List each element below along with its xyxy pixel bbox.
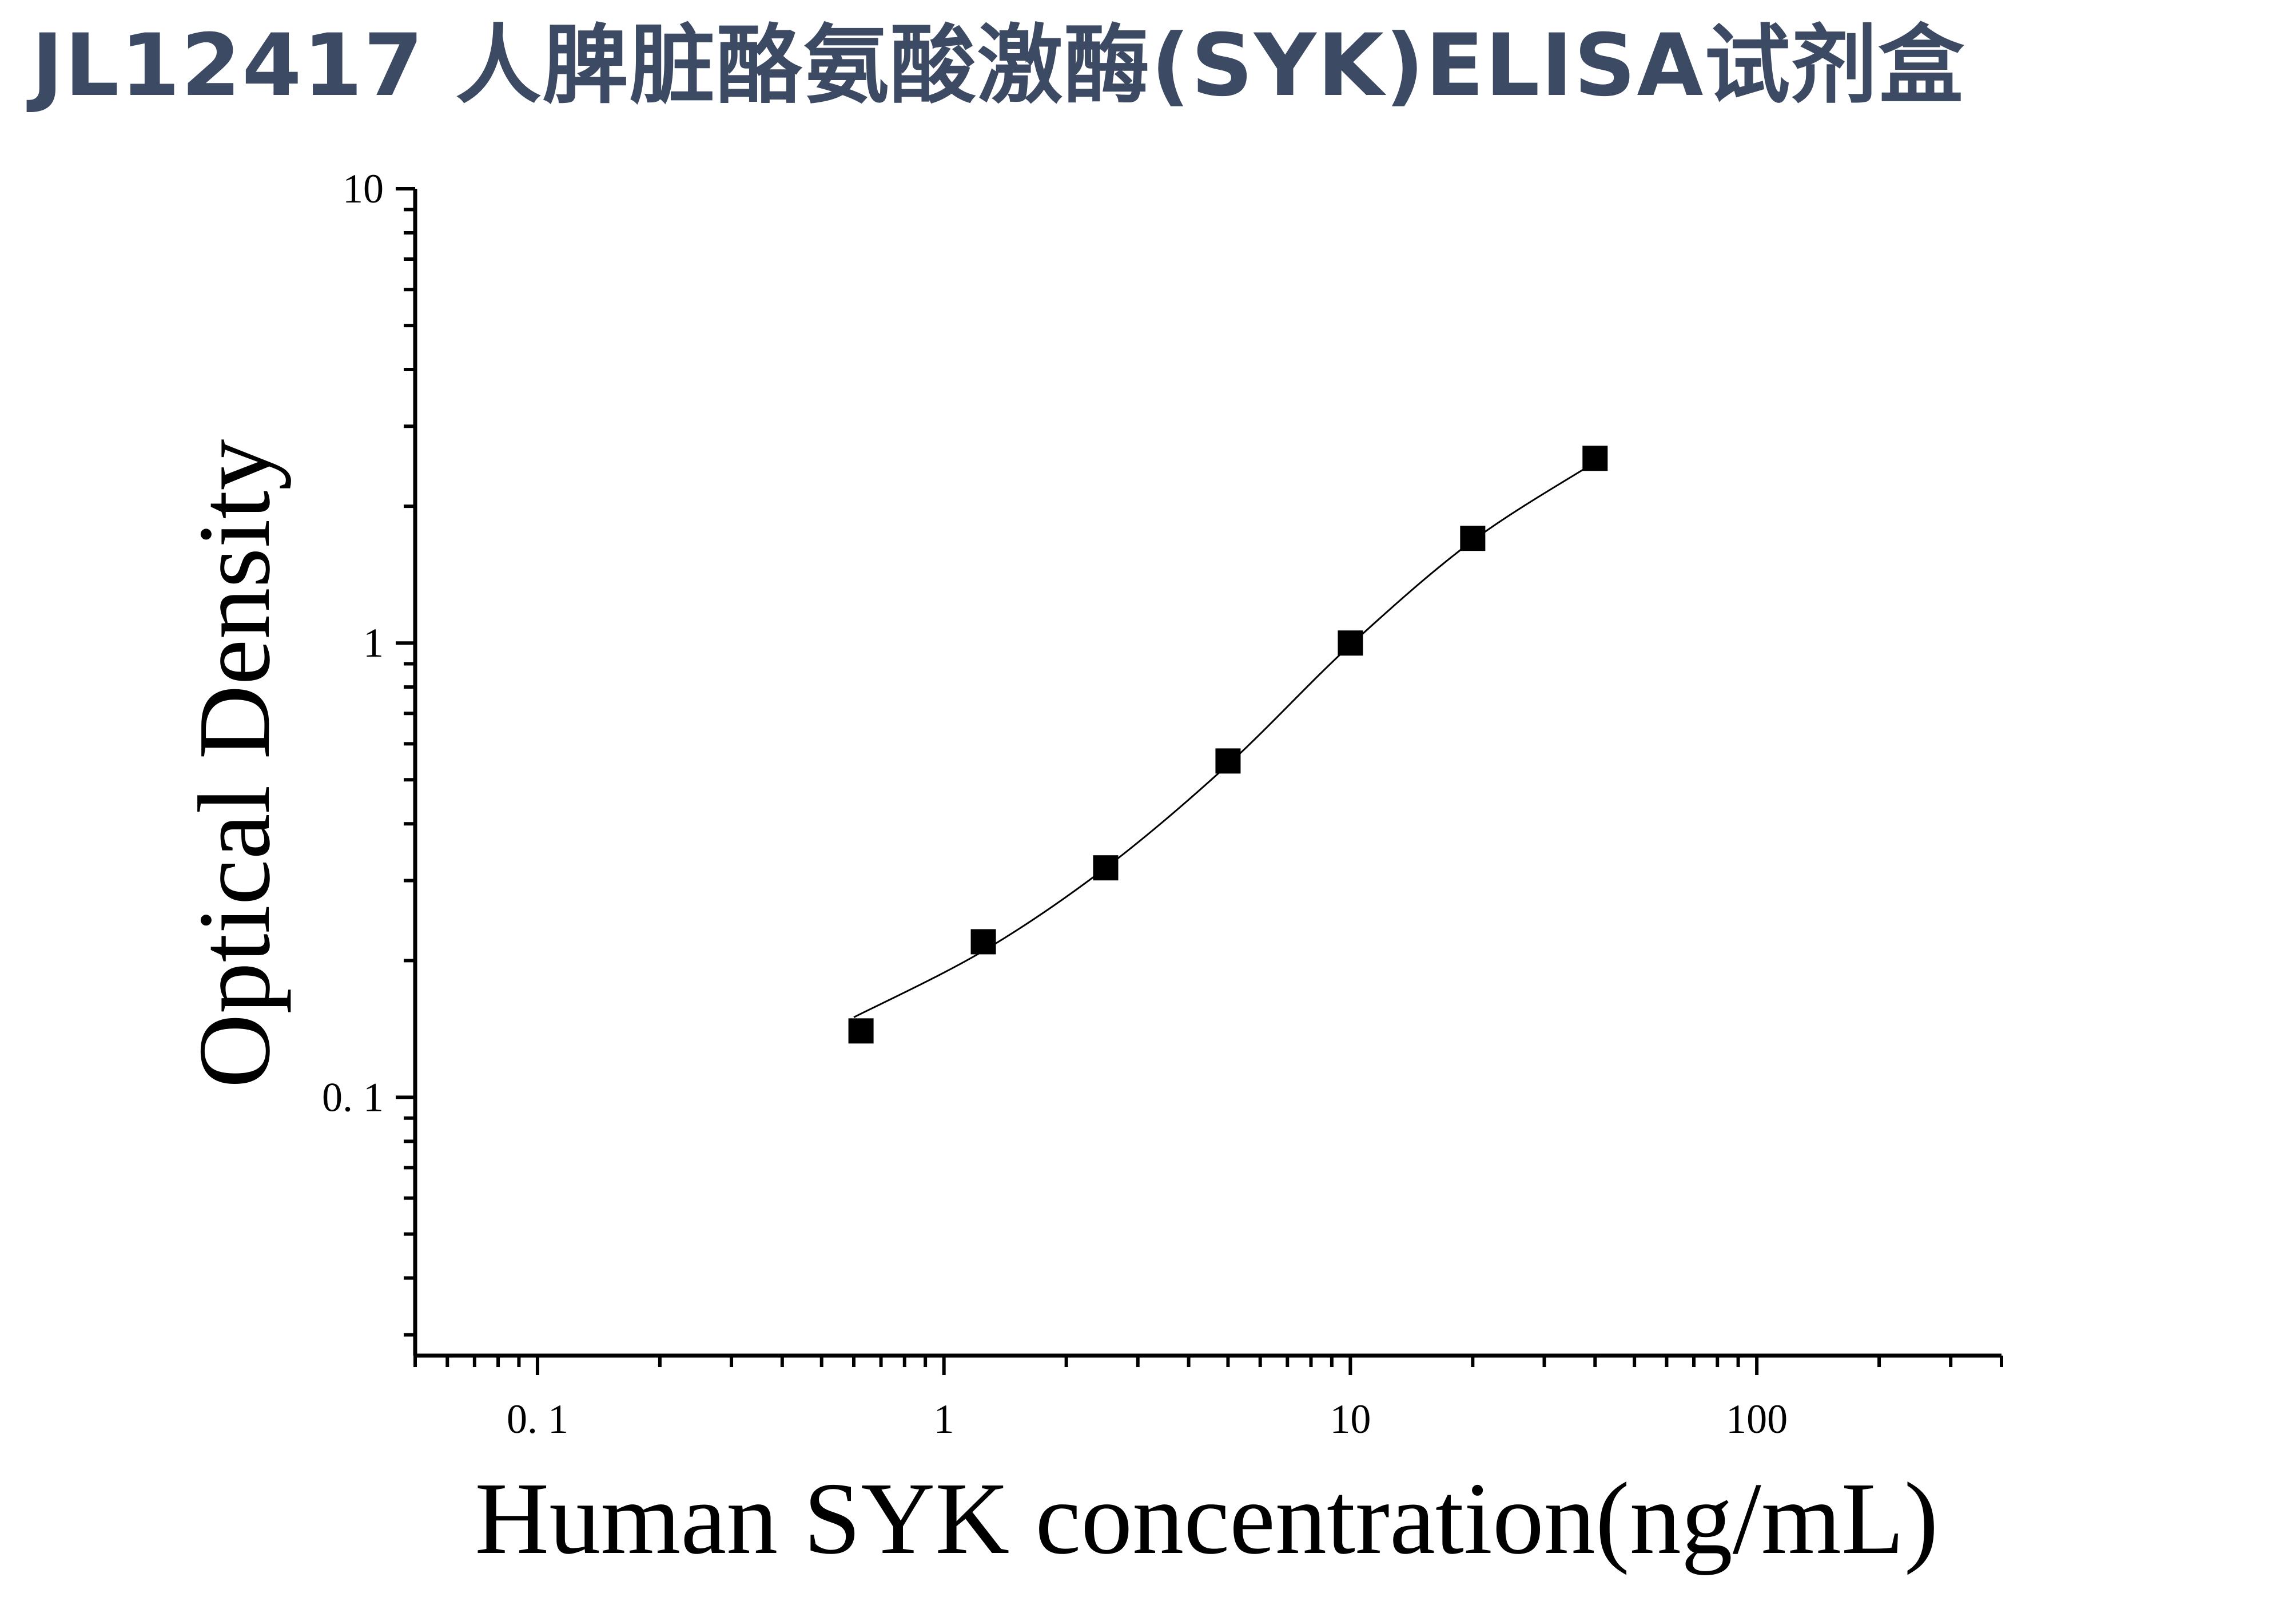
data-point <box>1215 748 1241 774</box>
data-point <box>1582 446 1608 471</box>
x-tick-label: 1 <box>934 1396 954 1442</box>
x-tick-label: 0. 1 <box>507 1396 568 1442</box>
y-tick-label: 1 <box>363 620 384 666</box>
axes: 0. 1 1 10 100 0. 1 1 10 <box>322 166 2003 1442</box>
y-tick-label: 10 <box>343 166 384 212</box>
x-tick-label: 10 <box>1330 1396 1371 1442</box>
data-point <box>1460 526 1486 551</box>
data-point <box>1093 855 1119 881</box>
y-tick-label: 0. 1 <box>322 1074 384 1120</box>
y-axis-title: Optical Density <box>177 439 291 1088</box>
data-points <box>848 446 1608 1044</box>
x-tick-label: 100 <box>1726 1396 1788 1442</box>
data-point <box>970 929 996 955</box>
x-axis-title: Human SYK concentration(ng/mL) <box>475 1461 1938 1575</box>
chart-title: JL12417 人脾脏酪氨酸激酶(SYK)ELISA试剂盒 <box>31 16 1965 116</box>
data-point <box>848 1018 874 1044</box>
data-point <box>1338 630 1363 656</box>
